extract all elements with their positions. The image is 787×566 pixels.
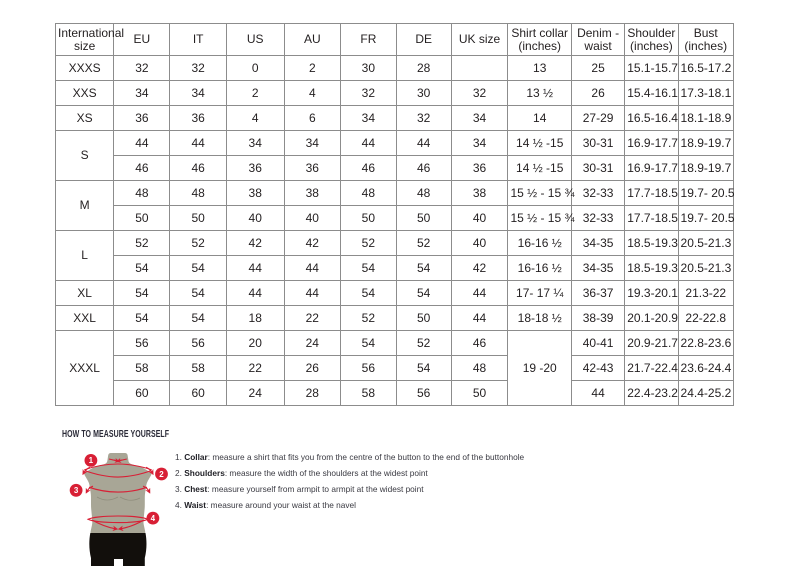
svg-text:3: 3 (74, 486, 79, 495)
svg-text:4: 4 (151, 514, 156, 523)
svg-text:1: 1 (89, 456, 94, 465)
svg-text:2: 2 (159, 470, 164, 479)
